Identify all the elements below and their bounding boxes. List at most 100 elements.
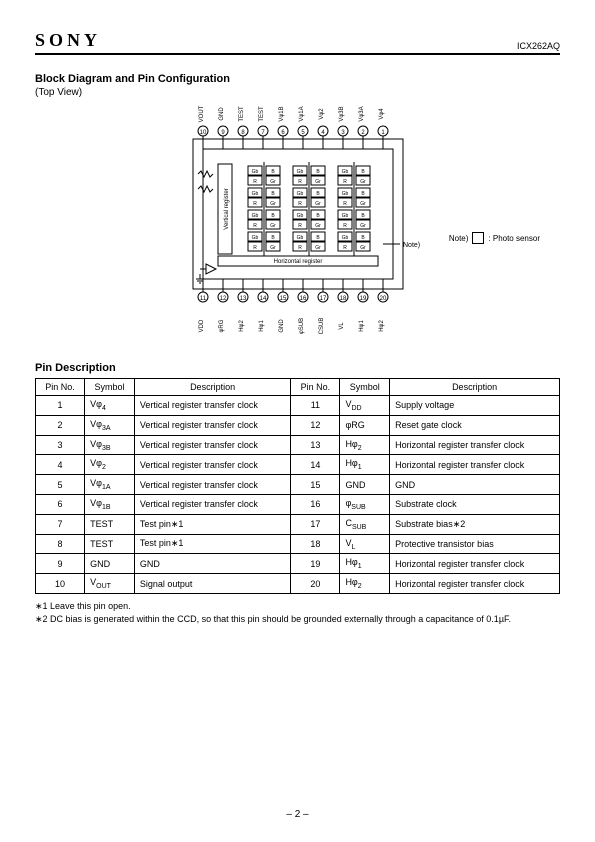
svg-text:R: R [298,245,302,251]
table-row: 9GNDGND19Hφ1Horizontal register transfer… [36,554,560,574]
table-cell: 4 [36,455,85,475]
svg-text:Gb: Gb [251,169,258,175]
table-cell: 14 [291,455,340,475]
table-cell: 19 [291,554,340,574]
svg-text:Gr: Gr [270,201,276,207]
svg-text:R: R [343,201,347,207]
table-row: 7TESTTest pin∗117CSUBSubstrate bias∗2 [36,514,560,534]
table-cell: 2 [36,415,85,435]
svg-text:Gr: Gr [360,223,366,229]
svg-text:VOUT: VOUT [199,105,205,122]
svg-text:Gb: Gb [341,191,348,197]
svg-text:Gr: Gr [360,201,366,207]
table-cell: Signal output [134,574,290,594]
table-cell: 18 [291,534,340,554]
svg-text:φRG: φRG [219,319,225,332]
table-cell: Hφ1 [340,554,390,574]
svg-text:TEST: TEST [259,106,265,122]
svg-text:Vφ3A: Vφ3A [359,106,365,121]
svg-text:GND: GND [219,107,225,121]
table-col-header: Pin No. [291,379,340,396]
table-cell: GND [340,475,390,495]
svg-text:Gr: Gr [315,201,321,207]
table-cell: GND [85,554,135,574]
table-row: 5Vφ1AVertical register transfer clock15G… [36,475,560,495]
table-row: 4Vφ2Vertical register transfer clock14Hφ… [36,455,560,475]
svg-text:16: 16 [299,296,306,302]
table-col-header: Pin No. [36,379,85,396]
svg-text:VL: VL [339,322,345,330]
table-cell: VL [340,534,390,554]
table-cell: φSUB [340,494,390,514]
table-row: 2Vφ3AVertical register transfer clock12φ… [36,415,560,435]
svg-text:Vertical register: Vertical register [224,188,230,229]
svg-text:R: R [253,179,257,185]
svg-text:Gb: Gb [251,213,258,219]
table-cell: Test pin∗1 [134,514,290,534]
svg-text:CSUB: CSUB [319,318,325,334]
svg-text:Gr: Gr [315,245,321,251]
legend-note: Note) [449,234,469,243]
svg-text:Hφ1: Hφ1 [259,320,265,332]
svg-text:R: R [253,245,257,251]
table-cell: TEST [85,514,135,534]
svg-text:Gb: Gb [251,191,258,197]
table-cell: Substrate bias∗2 [390,514,560,534]
table-cell: φRG [340,415,390,435]
table-cell: Vφ1B [85,494,135,514]
section-pin-description-title: Pin Description [35,362,560,374]
table-cell: Substrate clock [390,494,560,514]
svg-text:14: 14 [259,296,266,302]
table-cell: Vφ1A [85,475,135,495]
svg-text:R: R [343,179,347,185]
table-row: 10VOUTSignal output20Hφ2Horizontal regis… [36,574,560,594]
svg-text:Horizontal register: Horizontal register [273,259,322,265]
table-cell: Supply voltage [390,396,560,416]
svg-text:Hφ2: Hφ2 [239,320,245,332]
table-cell: Protective transistor bias [390,534,560,554]
svg-text:R: R [343,223,347,229]
svg-text:R: R [253,201,257,207]
table-cell: 17 [291,514,340,534]
table-cell: 9 [36,554,85,574]
table-cell: Horizontal register transfer clock [390,574,560,594]
svg-text:19: 19 [359,296,366,302]
table-cell: Vertical register transfer clock [134,475,290,495]
table-cell: 11 [291,396,340,416]
table-cell: Vφ3A [85,415,135,435]
svg-text:Vφ1A: Vφ1A [299,106,305,121]
table-cell: Horizontal register transfer clock [390,455,560,475]
svg-text:Gb: Gb [341,169,348,175]
svg-text:Hφ2: Hφ2 [379,320,385,332]
brand-logo: SONY [35,30,101,51]
table-cell: Vertical register transfer clock [134,435,290,455]
table-cell: CSUB [340,514,390,534]
table-cell: Horizontal register transfer clock [390,554,560,574]
page-number: – 2 – [0,809,595,820]
table-cell: 7 [36,514,85,534]
table-cell: Hφ1 [340,455,390,475]
svg-text:Gr: Gr [270,245,276,251]
svg-text:17: 17 [319,296,326,302]
svg-text:Gr: Gr [270,179,276,185]
page-header: SONY ICX262AQ [35,30,560,55]
table-col-header: Symbol [340,379,390,396]
svg-text:Gb: Gb [341,235,348,241]
svg-text:Gb: Gb [296,235,303,241]
table-cell: 1 [36,396,85,416]
table-cell: 3 [36,435,85,455]
svg-text:Vφ1B: Vφ1B [279,106,285,121]
block-diagram: 10VOUT9GND8TEST7TEST6Vφ1B5Vφ1A4Vφ23Vφ3B2… [35,104,560,337]
top-view-label: (Top View) [35,87,560,98]
table-cell: 13 [291,435,340,455]
table-row: 8TESTTest pin∗118VLProtective transistor… [36,534,560,554]
svg-text:20: 20 [379,296,386,302]
part-number: ICX262AQ [517,41,560,51]
svg-text:Gr: Gr [360,179,366,185]
table-cell: Vertical register transfer clock [134,455,290,475]
table-cell: VDD [340,396,390,416]
svg-text:Gb: Gb [296,213,303,219]
section-block-diagram-title: Block Diagram and Pin Configuration [35,73,560,85]
svg-text:R: R [253,223,257,229]
table-cell: Vφ2 [85,455,135,475]
